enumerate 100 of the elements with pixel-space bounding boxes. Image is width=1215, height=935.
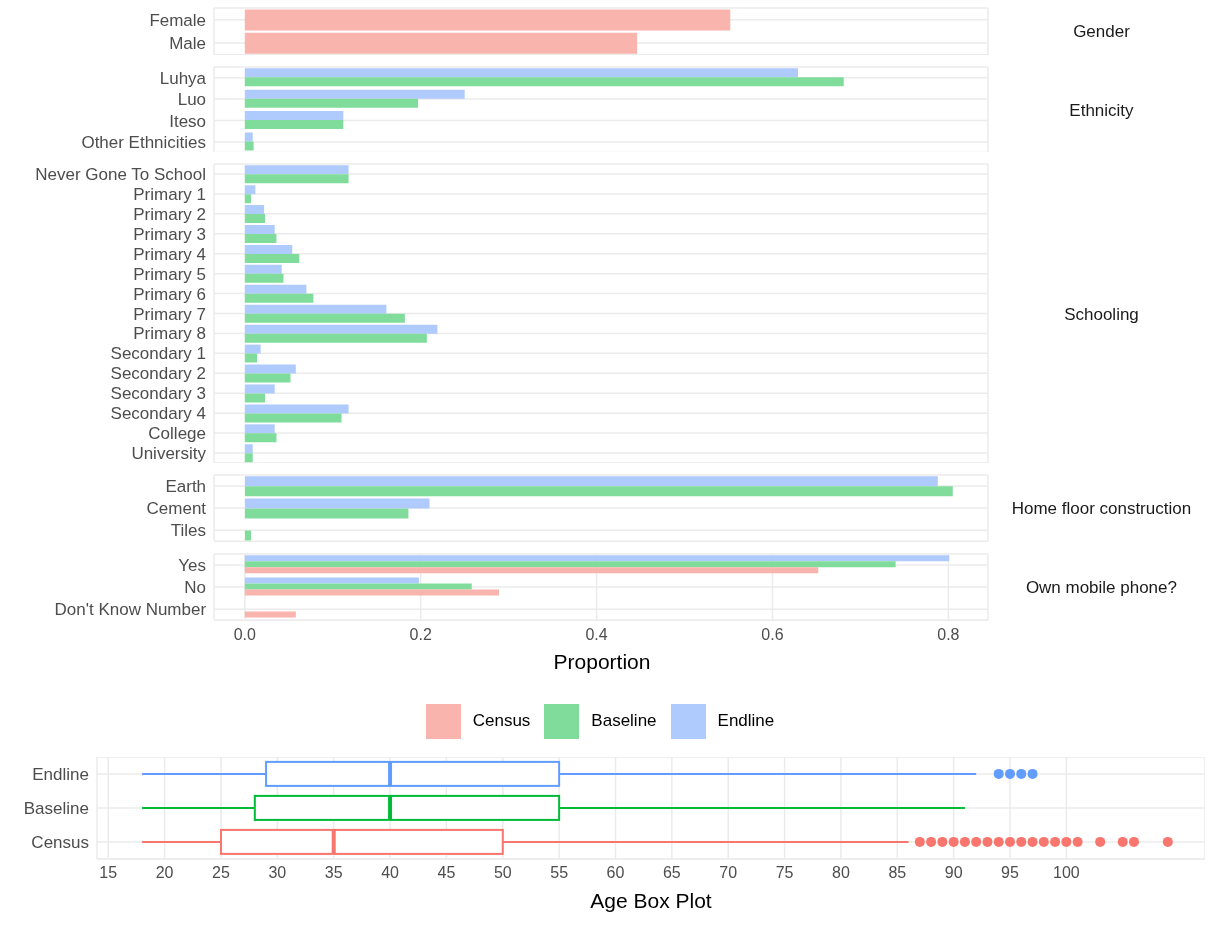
bar	[244, 77, 844, 87]
bar	[244, 254, 300, 264]
y-tick-label: Luo	[177, 89, 207, 109]
bar	[244, 225, 275, 235]
bar	[244, 68, 798, 78]
x-tick-label: 60	[606, 864, 625, 882]
bar	[244, 554, 950, 561]
text: Schooling	[1064, 304, 1139, 324]
x-tick-label: 0.8	[937, 625, 960, 643]
bar	[244, 165, 349, 175]
x-tick-label: 80	[832, 864, 850, 882]
y-tick-label: Cement	[146, 499, 207, 519]
x-tick-label: 70	[719, 864, 738, 882]
bar	[244, 364, 296, 374]
x-tick-label: 20	[155, 864, 174, 882]
x-tick-label: 25	[212, 864, 230, 882]
x-tick-label: 95	[1001, 864, 1019, 882]
x-tick-label: 0.2	[409, 625, 432, 643]
x-tick-label: 40	[381, 864, 400, 882]
text: Gender	[1073, 22, 1131, 42]
y-tick-label: Yes	[178, 555, 207, 575]
bar	[244, 344, 261, 354]
bar	[244, 89, 465, 99]
bar	[244, 424, 275, 434]
bar	[244, 560, 896, 567]
bar	[244, 274, 284, 284]
bar	[244, 433, 277, 443]
x-tick-label: 15	[99, 864, 118, 882]
x-axis-title: Age Box Plot	[589, 888, 713, 913]
bar	[244, 214, 266, 224]
x-tick-label: 55	[550, 864, 569, 882]
bar	[244, 453, 253, 463]
y-tick-label: Primary 8	[133, 324, 206, 344]
y-tick-label: No	[184, 577, 207, 597]
y-tick-label: University	[131, 444, 207, 464]
y-tick-label: Iteso	[169, 111, 207, 131]
y-tick-label: Never Gone To School	[35, 165, 206, 185]
x-tick-label: 45	[437, 864, 456, 882]
bar	[244, 98, 419, 108]
bar	[244, 393, 266, 403]
bar	[244, 566, 819, 573]
x-tick-label: 65	[662, 864, 681, 882]
y-tick-label: Endline	[32, 764, 89, 784]
y-tick-label: Secondary 2	[110, 364, 206, 384]
y-tick-label: Primary 7	[133, 304, 206, 324]
y-tick-label: Census	[31, 832, 89, 852]
y-tick-label: Don't Know Number	[54, 599, 207, 619]
bar	[244, 384, 275, 394]
y-tick-label: Male	[169, 34, 207, 54]
text: Ethnicity	[1069, 100, 1135, 120]
text: Own mobile phone?	[1025, 577, 1177, 597]
y-tick-label: Primary 2	[133, 205, 206, 225]
x-tick-label: 0.4	[585, 625, 608, 643]
bar	[244, 314, 405, 324]
legend-label: Census	[472, 711, 531, 732]
x-tick-label: 100	[1053, 864, 1080, 882]
y-tick-label: College	[148, 424, 206, 444]
legend-label: Endline	[717, 711, 775, 732]
y-tick-label: Secondary 4	[110, 404, 206, 424]
bar	[244, 486, 953, 497]
bar	[244, 305, 387, 315]
text: Home floor construction	[1011, 499, 1192, 519]
y-tick-label: Luhya	[159, 68, 207, 88]
bar	[244, 353, 258, 363]
x-tick-label: 50	[493, 864, 512, 882]
x-tick-label: 30	[268, 864, 287, 882]
y-tick-label: Other Ethnicities	[81, 132, 207, 152]
bar	[244, 588, 499, 595]
y-tick-label: Baseline	[23, 798, 89, 818]
bar	[244, 582, 472, 589]
bar	[244, 234, 277, 244]
bar	[244, 373, 291, 383]
y-tick-label: Primary 4	[133, 245, 206, 265]
bar	[244, 530, 251, 541]
x-tick-label: 90	[944, 864, 963, 882]
y-tick-label: Female	[149, 10, 207, 30]
bar	[244, 325, 438, 335]
bar	[244, 498, 430, 509]
bar	[244, 413, 342, 423]
x-tick-label: 0.6	[761, 625, 784, 643]
x-tick-label: 85	[888, 864, 907, 882]
y-tick-label: Primary 6	[133, 284, 206, 304]
bar	[244, 141, 254, 151]
bar	[244, 205, 265, 215]
bar	[244, 132, 253, 142]
y-tick-label: Tiles	[170, 521, 207, 541]
x-tick-label: 35	[324, 864, 343, 882]
bar	[244, 185, 256, 195]
bar	[244, 444, 253, 454]
y-tick-label: Secondary 1	[110, 344, 206, 364]
y-tick-label: Earth	[165, 477, 207, 497]
bar	[244, 285, 307, 295]
x-tick-label: 0.0	[233, 625, 257, 643]
bar	[244, 404, 349, 414]
bar	[244, 265, 282, 275]
bar	[244, 508, 409, 519]
bar	[244, 110, 344, 120]
x-tick-label: 75	[775, 864, 794, 882]
y-tick-label: Primary 5	[133, 265, 206, 285]
bar	[244, 174, 349, 184]
